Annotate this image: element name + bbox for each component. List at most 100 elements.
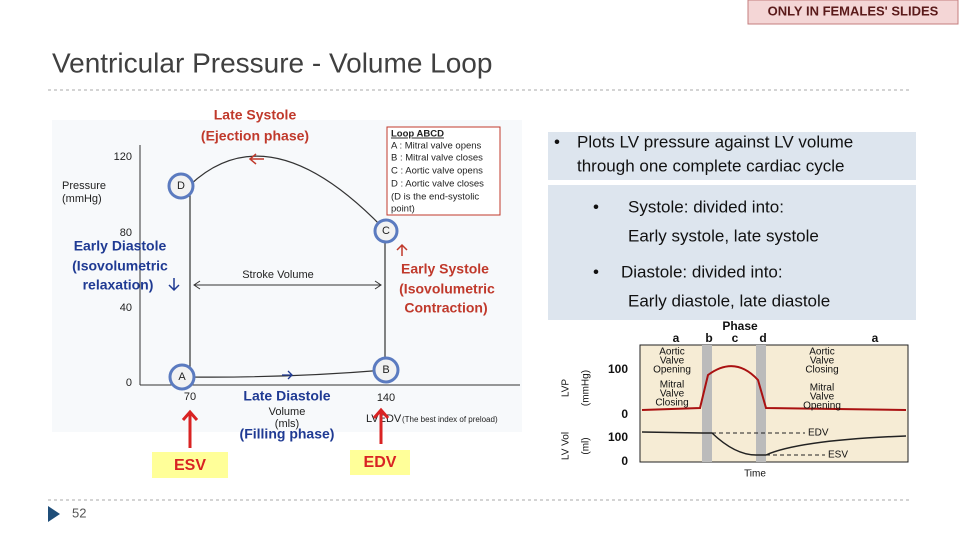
y-axis-title: Pressure: [62, 180, 106, 192]
note: Closing: [805, 365, 838, 376]
frame: [639, 344, 909, 463]
early-diastole: relaxation): [83, 277, 154, 293]
note: Opening: [803, 401, 841, 412]
late-diastole: Late Diastole: [243, 388, 330, 404]
legend-item: C : Aortic valve opens: [391, 166, 483, 177]
phase: b: [705, 331, 712, 345]
lvp-label: LVP: [561, 379, 572, 397]
lvedv-note: (The best index of preload): [402, 415, 498, 424]
late-diastole: (Filling phase): [240, 426, 335, 442]
bullet: Early diastole, late diastole: [628, 291, 830, 310]
phase: c: [732, 331, 739, 345]
tick: 100: [608, 430, 628, 444]
legend-box: [386, 126, 501, 216]
x-tick: 140: [377, 392, 395, 404]
point: [372, 356, 400, 384]
edv-label: EDV: [808, 428, 829, 439]
phase: a: [673, 331, 680, 345]
bullet: Plots LV pressure against LV volume: [577, 132, 853, 151]
badge: ONLY IN FEMALES' SLIDES: [768, 3, 939, 18]
note: Opening: [653, 365, 691, 376]
vol-label: LV Vol: [561, 432, 572, 460]
phase-band: [702, 345, 712, 462]
phase: d: [759, 331, 766, 345]
phase: a: [872, 331, 879, 345]
loop-diagram: 120 80 40 0 Pressure (mmHg) A B C D Late…: [52, 107, 522, 478]
esv: ESV: [174, 457, 206, 474]
y-axis-title: (mmHg): [62, 193, 102, 205]
arrow: [181, 409, 199, 448]
edv-box: [350, 450, 410, 475]
x-axis-title: Volume: [269, 406, 306, 418]
note: Closing: [655, 398, 688, 409]
legend-item: (D is the end-systolic: [391, 192, 479, 203]
phase-title: Phase: [722, 319, 758, 333]
esv-label: ESV: [828, 450, 848, 461]
arrowheads: [193, 280, 382, 290]
edv: EDV: [364, 454, 397, 471]
tick: 0: [621, 454, 628, 468]
arrow: [168, 278, 180, 292]
point-label: C: [382, 225, 390, 237]
point: [168, 363, 196, 391]
legend-item: A : Mitral valve opens: [391, 141, 482, 152]
page-number: 52: [72, 505, 86, 520]
early-systole: Early Systole: [401, 261, 489, 277]
vol-label: (ml): [581, 437, 592, 454]
early-diastole: (Isovolumetric: [72, 258, 168, 274]
legend-item: D : Aortic valve closes: [391, 179, 484, 190]
bullet-dot: •: [593, 197, 599, 216]
point: [167, 172, 195, 200]
late-systole: (Ejection phase): [201, 128, 309, 144]
lvp-label: (mmHg): [581, 370, 592, 406]
legend-item: B : Mitral valve closes: [391, 153, 483, 164]
legend-item: point): [391, 204, 415, 215]
badge-box: [747, 0, 959, 25]
lvp-curve: [641, 365, 907, 411]
page-marker: [48, 506, 60, 522]
note: Valve: [810, 392, 835, 403]
phase-diagram: Phase a b c d a LVP (mmHg) LV Vol (ml) 1…: [561, 319, 909, 480]
y-tick: 40: [120, 302, 132, 314]
point-label: B: [382, 364, 389, 376]
legend-title: Loop ABCD: [391, 129, 444, 140]
bullet: through one complete cardiac cycle: [577, 156, 844, 175]
x-axis-title: (mls): [275, 418, 299, 430]
arrow: [282, 370, 293, 380]
note: Mitral: [810, 383, 834, 394]
bullet-dot: •: [593, 262, 599, 281]
bullet-box: [548, 185, 916, 320]
note: Mitral: [660, 380, 684, 391]
bullet-box: [548, 132, 916, 180]
note: Valve: [810, 356, 835, 367]
title: Ventricular Pressure - Volume Loop: [52, 47, 492, 78]
early-diastole: Early Diastole: [74, 238, 167, 254]
y-tick: 0: [126, 377, 132, 389]
tick: 0: [621, 407, 628, 421]
point-label: D: [177, 180, 185, 192]
stroke-volume: Stroke Volume: [242, 269, 314, 281]
point-label: A: [178, 371, 186, 383]
note: Valve: [660, 356, 685, 367]
note: Aortic: [809, 347, 835, 358]
bullet: Diastole: divided into:: [621, 262, 783, 281]
bullet-dot: •: [554, 132, 560, 151]
bullet: Early systole, late systole: [628, 226, 819, 245]
y-tick: 120: [114, 151, 132, 163]
arrow: [396, 243, 408, 256]
arrow: [248, 153, 264, 165]
esv-box: [152, 452, 228, 478]
time-label: Time: [744, 469, 766, 480]
note: Valve: [660, 389, 685, 400]
early-systole: (Isovolumetric: [399, 281, 495, 297]
y-tick: 80: [120, 227, 132, 239]
early-systole: Contraction): [404, 300, 487, 316]
bullet: Systole: divided into:: [628, 197, 784, 216]
arrow: [372, 407, 390, 444]
point: [373, 218, 399, 244]
tick: 100: [608, 362, 628, 376]
phase-band: [756, 345, 766, 462]
late-systole: Late Systole: [214, 107, 297, 123]
